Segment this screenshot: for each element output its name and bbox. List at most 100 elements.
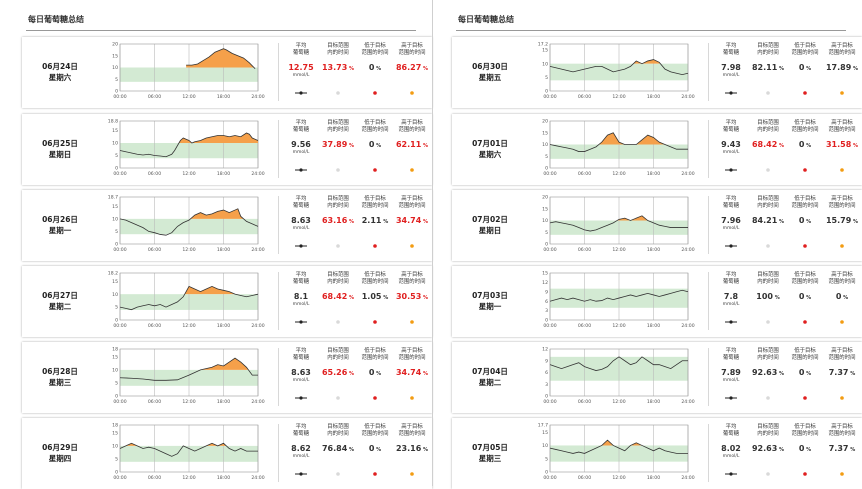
date-label: 06月27日 bbox=[42, 290, 78, 300]
metric-label: 高于目标 范围的时间 bbox=[393, 348, 431, 364]
metric-label: 目标范围 内的时间 bbox=[319, 348, 357, 364]
weekday-label: 星期四 bbox=[48, 453, 72, 463]
metric-label-line: 高于目标 bbox=[831, 43, 853, 49]
metric-label: 平均 葡萄糖 bbox=[282, 196, 320, 212]
y-tick-label: 3 bbox=[545, 308, 548, 314]
metric-symbol bbox=[393, 242, 431, 250]
y-tick-label: 15 bbox=[112, 53, 118, 59]
metric-symbol bbox=[282, 318, 320, 326]
below-legend-symbol bbox=[373, 396, 377, 400]
metric-value: 7.37 % bbox=[823, 445, 861, 453]
avg-legend-dot bbox=[729, 472, 733, 476]
metric-value: 0 % bbox=[786, 217, 824, 225]
metric-label-line: 平均 bbox=[295, 348, 307, 354]
metric-label-line: 平均 bbox=[295, 196, 307, 202]
metric-label-line: 平均 bbox=[295, 424, 307, 430]
below-legend-dot bbox=[373, 168, 377, 172]
metric-symbol bbox=[393, 394, 431, 402]
metric-above: 高于目标 范围的时间 7.37 % bbox=[823, 424, 861, 476]
metric-value: 17.89 % bbox=[823, 64, 861, 72]
metric-label-line: 葡萄糖 bbox=[292, 127, 310, 134]
y-tick-label: 5 bbox=[545, 75, 548, 81]
weekday-label: 星期一 bbox=[478, 301, 502, 311]
metric-below: 低于目标 范围的时间 0 % bbox=[356, 348, 394, 400]
metric-below: 低于目标 范围的时间 0 % bbox=[786, 424, 824, 476]
y-tick-label: 10 bbox=[112, 216, 118, 222]
x-tick-label: 18:00 bbox=[647, 171, 660, 177]
below-value: 2.11 bbox=[361, 216, 382, 225]
below-value: 0 bbox=[368, 63, 375, 72]
avg-legend-symbol bbox=[725, 472, 737, 476]
metric-in_range: 目标范围 内的时间 68.42 % bbox=[749, 120, 787, 172]
metric-above: 高于目标 范围的时间 30.53 % bbox=[393, 272, 431, 324]
percent-sign: % bbox=[848, 371, 856, 377]
below-legend-symbol bbox=[803, 396, 807, 400]
y-tick-label: 20 bbox=[112, 42, 118, 48]
avg-value: 9.56 bbox=[291, 140, 311, 149]
metric-label-line: 葡萄糖 bbox=[722, 127, 740, 134]
x-tick-label: 06:00 bbox=[578, 323, 591, 329]
metric-label: 低于目标 范围的时间 bbox=[786, 120, 824, 136]
percent-sign: % bbox=[772, 295, 780, 301]
y-tick-label: 10 bbox=[112, 367, 118, 373]
metric-symbol bbox=[319, 89, 357, 97]
metric-value: 0 % bbox=[823, 293, 861, 301]
date-cell: 06月24日 星期六 bbox=[22, 37, 98, 108]
metric-below: 低于目标 范围的时间 2.11 % bbox=[356, 196, 394, 248]
panel-title: 每日葡萄糖总结 bbox=[458, 15, 514, 24]
below-legend-dot bbox=[373, 472, 377, 476]
percent-sign: % bbox=[421, 219, 429, 225]
metric-label-line: 范围的时间 bbox=[828, 203, 856, 210]
metric-label-line: 低于目标 bbox=[794, 424, 816, 430]
metric-in_range: 目标范围 内的时间 82.11 % bbox=[749, 43, 787, 95]
percent-sign: % bbox=[374, 371, 382, 377]
date-cell: 06月28日 星期三 bbox=[22, 342, 98, 413]
metric-label-line: 目标范围 bbox=[757, 272, 779, 278]
weekday-label: 星期五 bbox=[478, 72, 502, 82]
metric-label-line: 平均 bbox=[725, 272, 737, 278]
unit-label: mmol/L bbox=[712, 454, 750, 459]
date-cell: 06月25日 星期日 bbox=[22, 114, 98, 185]
metric-label-line: 高于目标 bbox=[401, 348, 423, 354]
x-tick-label: 12:00 bbox=[182, 323, 195, 329]
metric-label-line: 目标范围 bbox=[327, 120, 349, 126]
plot-frame bbox=[549, 43, 689, 92]
metric-label-line: 葡萄糖 bbox=[292, 279, 310, 286]
metric-label: 目标范围 内的时间 bbox=[319, 43, 357, 59]
metric-label: 平均 葡萄糖 bbox=[282, 120, 320, 136]
metric-symbol bbox=[712, 89, 750, 97]
x-tick-label: 24:00 bbox=[681, 247, 694, 253]
unit-text: mmol/L bbox=[722, 226, 740, 231]
metric-label-line: 范围的时间 bbox=[791, 50, 819, 57]
metric-label: 高于目标 范围的时间 bbox=[393, 43, 431, 59]
high-glucose-area bbox=[636, 135, 665, 145]
x-tick-label: 00:00 bbox=[543, 247, 556, 253]
date-cell: 07月02日 星期日 bbox=[452, 190, 528, 261]
x-tick-label: 00:00 bbox=[543, 475, 556, 481]
below-legend-symbol bbox=[373, 320, 377, 324]
metric-value: 8.02 bbox=[712, 445, 750, 453]
x-tick-label: 24:00 bbox=[681, 94, 694, 100]
avg-value: 8.63 bbox=[291, 368, 311, 377]
metric-label-line: 目标范围 bbox=[327, 43, 349, 49]
below-legend-symbol bbox=[373, 244, 377, 248]
y-tick-label: 10 bbox=[112, 292, 118, 298]
metric-below: 低于目标 范围的时间 1.05 % bbox=[356, 272, 394, 324]
below-legend-symbol bbox=[803, 244, 807, 248]
high-glucose-area bbox=[642, 59, 661, 64]
metric-label: 平均 葡萄糖 bbox=[282, 43, 320, 59]
metric-above: 高于目标 范围的时间 17.89 % bbox=[823, 43, 861, 95]
in_range-legend-symbol bbox=[766, 472, 770, 476]
plot-frame bbox=[549, 196, 689, 245]
percent-sign: % bbox=[421, 143, 429, 149]
below-value: 0 bbox=[368, 140, 375, 149]
metric-label-line: 目标范围 bbox=[757, 43, 779, 49]
y-tick-label: 0 bbox=[115, 242, 118, 248]
metric-symbol bbox=[749, 242, 787, 250]
metric-label-line: 目标范围 bbox=[327, 348, 349, 354]
glucose-line bbox=[549, 439, 688, 454]
x-tick-label: 12:00 bbox=[182, 171, 195, 177]
metric-in_range: 目标范围 内的时间 37.89 % bbox=[319, 120, 357, 172]
unit-text: mmol/L bbox=[292, 150, 310, 155]
metric-label: 目标范围 内的时间 bbox=[319, 196, 357, 212]
